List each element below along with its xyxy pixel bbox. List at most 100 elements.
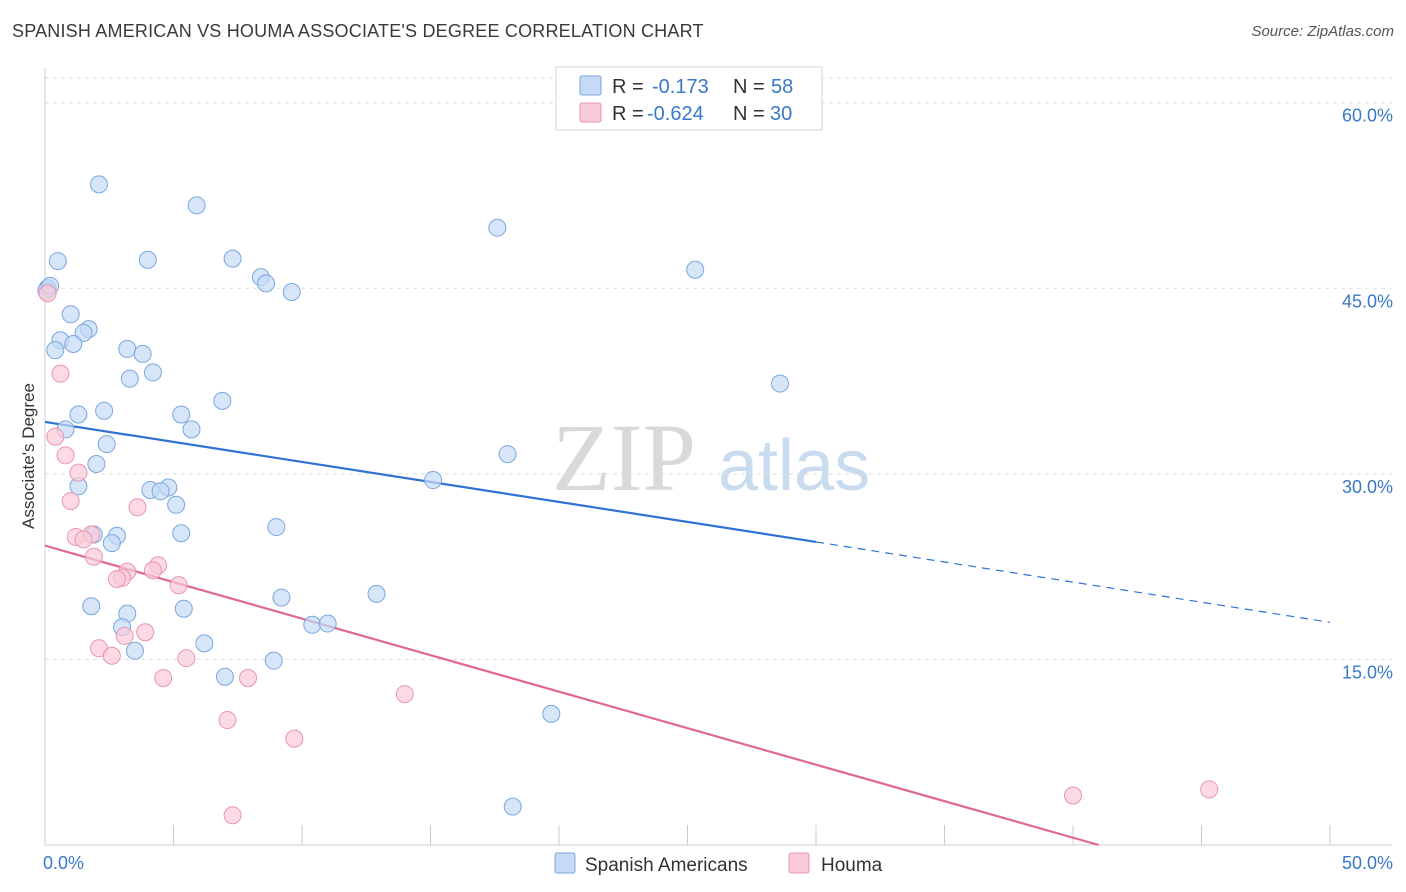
point-pink-24 xyxy=(218,711,237,730)
legend-box: R = -0.173 N = 58 R = -0.624 N = 30 xyxy=(555,66,823,131)
watermark-zip: ZIP xyxy=(552,404,696,511)
legend-r-value-1: -0.173 xyxy=(652,76,709,98)
point-pink-15 xyxy=(169,576,188,595)
trend-line-blue-extension xyxy=(815,541,1331,623)
point-blue-38 xyxy=(172,524,191,543)
point-blue-57 xyxy=(151,482,170,501)
point-blue-35 xyxy=(167,495,186,514)
point-blue-17 xyxy=(143,363,162,382)
point-pink-2 xyxy=(56,446,75,465)
point-blue-21 xyxy=(771,374,790,393)
point-pink-5 xyxy=(128,498,147,517)
y-tick-label-1: 30.0% xyxy=(1342,477,1393,497)
point-blue-19 xyxy=(488,218,507,237)
point-pink-17 xyxy=(115,626,134,645)
bottom-legend-label-pink: Houma xyxy=(821,855,883,876)
point-pink-9 xyxy=(84,547,103,566)
point-blue-7 xyxy=(282,283,301,302)
legend-r-label-2: R = xyxy=(612,103,644,125)
legend-n-value-2: 30 xyxy=(770,103,792,125)
point-blue-1 xyxy=(187,196,206,215)
legend-swatch-pink xyxy=(579,102,602,123)
point-blue-48 xyxy=(195,634,214,653)
point-blue-53 xyxy=(503,797,522,816)
point-pink-26 xyxy=(223,806,242,825)
tick-labels: 15.0% 30.0% 45.0% 60.0% 0.0% 50.0% xyxy=(43,106,1393,873)
point-pink-16 xyxy=(136,623,155,642)
point-pink-0 xyxy=(51,364,70,383)
point-pink-19 xyxy=(102,646,121,665)
point-pink-1 xyxy=(46,427,65,446)
point-blue-13 xyxy=(64,334,83,353)
point-pink-29 xyxy=(38,284,57,303)
point-blue-52 xyxy=(542,704,561,723)
x-tick-label-1: 50.0% xyxy=(1342,853,1393,873)
x-tick-label-0: 0.0% xyxy=(43,853,84,873)
chart-title: SPANISH AMERICAN VS HOUMA ASSOCIATE'S DE… xyxy=(12,21,704,41)
point-blue-50 xyxy=(264,651,283,670)
legend-r-value-2: -0.624 xyxy=(647,103,704,125)
axes xyxy=(44,68,1392,846)
point-blue-27 xyxy=(182,420,201,439)
point-blue-28 xyxy=(97,435,116,454)
gridlines xyxy=(45,77,1392,660)
y-tick-label-2: 45.0% xyxy=(1342,291,1393,311)
point-pink-12 xyxy=(143,561,162,580)
point-pink-22 xyxy=(239,668,258,687)
bottom-legend-label-blue: Spanish Americans xyxy=(585,855,748,876)
legend-n-label-1: N = xyxy=(733,76,765,98)
point-blue-6 xyxy=(257,274,276,293)
point-blue-15 xyxy=(118,339,137,358)
bottom-legend: Spanish Americans Houma xyxy=(554,852,883,876)
point-pink-14 xyxy=(107,570,126,589)
point-pink-23 xyxy=(395,685,414,704)
point-blue-37 xyxy=(102,534,121,553)
point-blue-11 xyxy=(74,323,93,342)
point-blue-39 xyxy=(267,518,286,537)
point-blue-14 xyxy=(46,341,65,360)
point-pink-3 xyxy=(69,463,88,482)
legend-n-label-2: N = xyxy=(733,103,765,125)
point-blue-24 xyxy=(69,405,88,424)
point-pink-20 xyxy=(177,649,196,668)
point-blue-29 xyxy=(87,454,106,473)
point-blue-45 xyxy=(303,615,322,634)
y-tick-label-0: 15.0% xyxy=(1342,662,1393,682)
point-blue-31 xyxy=(424,471,443,490)
point-blue-0 xyxy=(89,175,108,194)
point-blue-9 xyxy=(61,305,80,324)
point-pink-25 xyxy=(285,729,304,748)
point-blue-40 xyxy=(367,584,386,603)
point-pink-27 xyxy=(1064,786,1082,805)
point-blue-41 xyxy=(272,588,291,607)
point-blue-43 xyxy=(174,599,193,618)
point-blue-22 xyxy=(213,391,232,410)
bottom-legend-swatch-blue xyxy=(554,852,576,874)
point-blue-30 xyxy=(498,445,517,464)
point-blue-25 xyxy=(172,405,191,424)
y-axis-title: Associate's Degree xyxy=(19,383,38,529)
watermark-atlas: atlas xyxy=(718,426,870,506)
point-pink-4 xyxy=(61,492,80,511)
bottom-legend-swatch-pink xyxy=(788,852,810,874)
point-blue-4 xyxy=(223,249,242,268)
source-label: Source: ZipAtlas.com xyxy=(1251,23,1394,40)
legend-n-value-1: 58 xyxy=(771,76,793,98)
point-blue-46 xyxy=(318,614,337,633)
y-tick-label-3: 60.0% xyxy=(1342,106,1393,126)
point-blue-23 xyxy=(95,401,114,420)
point-blue-49 xyxy=(125,641,144,660)
data-points xyxy=(37,175,1219,825)
trend-line-pink xyxy=(44,544,1100,847)
point-blue-42 xyxy=(82,597,101,616)
legend-swatch-blue xyxy=(579,75,602,96)
point-blue-2 xyxy=(48,252,67,271)
legend-r-label-1: R = xyxy=(612,76,644,98)
point-blue-16 xyxy=(133,344,152,363)
point-blue-3 xyxy=(138,250,157,269)
point-blue-18 xyxy=(120,369,139,388)
point-pink-28 xyxy=(1200,780,1219,799)
point-blue-51 xyxy=(215,667,234,686)
point-pink-21 xyxy=(154,668,173,687)
